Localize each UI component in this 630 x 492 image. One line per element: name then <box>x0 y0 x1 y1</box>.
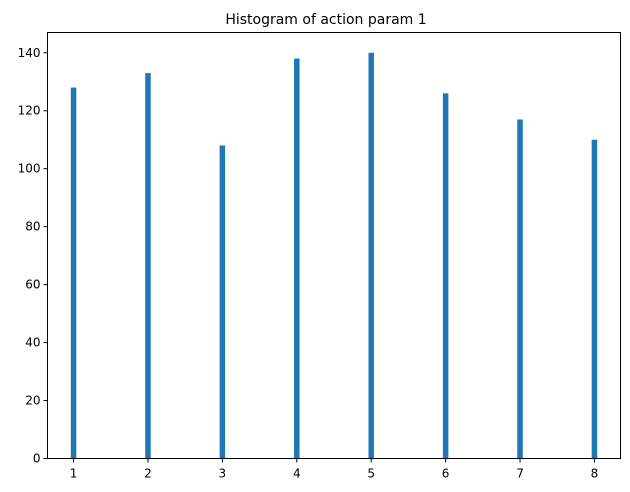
y-tick-label-60: 60 <box>25 278 40 292</box>
bar-1 <box>70 87 77 459</box>
y-tick-label-140: 140 <box>18 46 41 60</box>
bar-8 <box>591 139 598 459</box>
y-axis: 0 20 40 60 80 100 120 140 <box>18 46 48 466</box>
x-tick-label-3: 3 <box>219 467 227 481</box>
bar-7 <box>517 119 523 459</box>
bar-2 <box>145 73 151 459</box>
bar-4 <box>294 58 300 459</box>
bar-6 <box>442 93 449 459</box>
x-axis: 1 2 3 4 5 6 7 8 <box>70 458 599 481</box>
y-tick-label-0: 0 <box>33 452 41 466</box>
x-tick-label-2: 2 <box>144 467 152 481</box>
bar-3 <box>219 145 226 459</box>
x-tick-label-7: 7 <box>516 467 524 481</box>
bar-5 <box>368 52 374 459</box>
y-tick-label-120: 120 <box>18 104 41 118</box>
plot-frame <box>47 32 621 459</box>
bars-group <box>70 52 598 459</box>
x-tick-label-6: 6 <box>442 467 450 481</box>
y-tick-label-20: 20 <box>25 394 40 408</box>
y-tick-label-100: 100 <box>18 162 41 176</box>
y-tick-label-80: 80 <box>25 220 40 234</box>
x-tick-label-4: 4 <box>293 467 301 481</box>
x-tick-label-8: 8 <box>591 467 599 481</box>
y-tick-label-40: 40 <box>25 336 40 350</box>
x-tick-label-5: 5 <box>367 467 375 481</box>
chart-title: Histogram of action param 1 <box>225 12 426 28</box>
x-tick-label-1: 1 <box>70 467 78 481</box>
